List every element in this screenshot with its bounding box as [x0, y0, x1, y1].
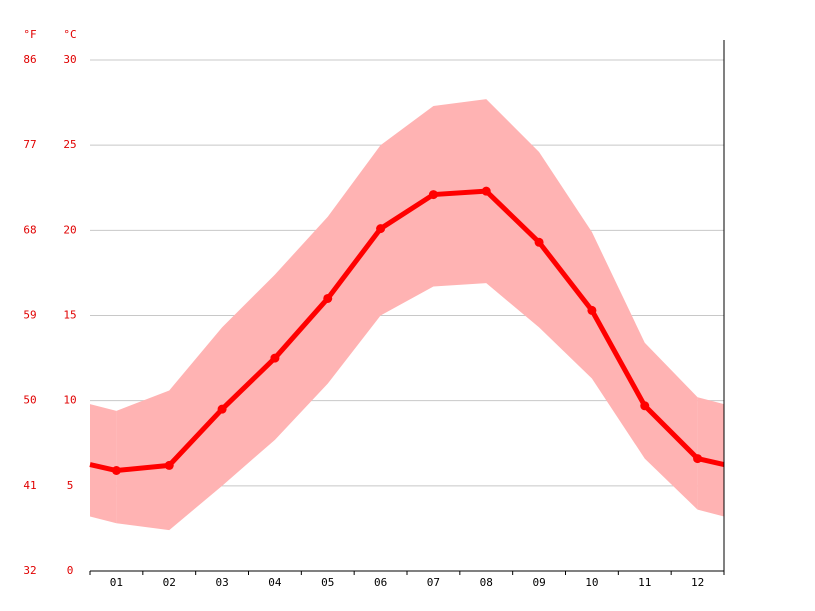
- y2-tick-label: 68: [23, 223, 36, 236]
- x-tick-label: 06: [374, 576, 387, 589]
- mean-point: [111, 466, 121, 476]
- x-tick-label: 04: [268, 576, 282, 589]
- mean-point: [217, 404, 227, 414]
- mean-point: [376, 224, 386, 234]
- y2-tick-label: 32: [23, 564, 36, 577]
- y2-tick-label: 77: [23, 138, 36, 151]
- x-tick-label: 05: [321, 576, 334, 589]
- x-tick-label: 08: [480, 576, 493, 589]
- mean-point: [587, 305, 597, 315]
- mean-point: [534, 237, 544, 247]
- y-tick-label: 10: [63, 394, 76, 407]
- mean-point: [693, 454, 703, 464]
- x-tick-label: 12: [691, 576, 704, 589]
- mean-point: [164, 460, 174, 470]
- mean-point: [481, 186, 491, 196]
- temperature-band: [116, 99, 698, 531]
- y2-tick-label: 50: [23, 394, 36, 407]
- mean-point: [323, 293, 333, 303]
- y-tick-label: 20: [63, 223, 76, 236]
- y2-tick-label: 86: [23, 53, 36, 66]
- wrap-band: [697, 397, 724, 517]
- x-tick-label: 07: [427, 576, 440, 589]
- y2-axis-label: °F: [23, 28, 36, 41]
- y-tick-label: 25: [63, 138, 76, 151]
- wrap-band: [90, 404, 117, 524]
- x-tick-label: 01: [110, 576, 123, 589]
- wrap-line: [697, 456, 725, 467]
- mean-point: [428, 190, 438, 200]
- x-tick-label: 03: [215, 576, 228, 589]
- y-axis-label: °C: [63, 28, 76, 41]
- y-tick-label: 5: [67, 479, 74, 492]
- x-tick-label: 09: [532, 576, 545, 589]
- wrap-line: [89, 462, 117, 473]
- y2-tick-label: 41: [23, 479, 36, 492]
- x-tick-label: 11: [638, 576, 651, 589]
- y-tick-label: 15: [63, 309, 76, 322]
- mean-point: [640, 401, 650, 411]
- y-tick-label: 0: [67, 564, 74, 577]
- y2-tick-label: 59: [23, 309, 36, 322]
- x-tick-label: 02: [163, 576, 176, 589]
- mean-line: [116, 188, 700, 473]
- y-tick-label: 30: [63, 53, 76, 66]
- mean-point: [270, 353, 280, 363]
- x-tick-label: 10: [585, 576, 598, 589]
